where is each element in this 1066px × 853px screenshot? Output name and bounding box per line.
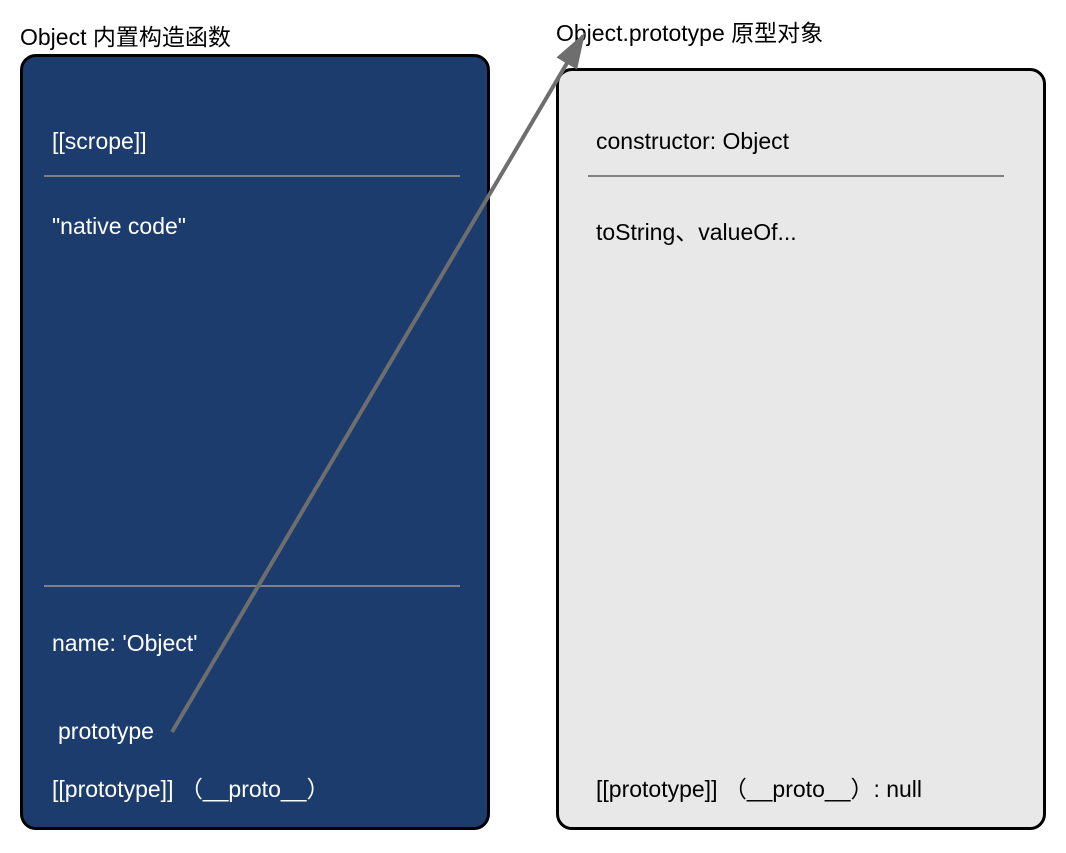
left-box <box>20 54 490 830</box>
left-row-scope: [[scrope]] <box>52 128 147 155</box>
right-divider-1 <box>588 175 1004 177</box>
right-box-title: Object.prototype 原型对象 <box>556 14 823 48</box>
right-row-proto: [[prototype]] （__proto__）: null <box>596 770 922 804</box>
left-divider-2 <box>44 585 460 587</box>
left-box-title: Object 内置构造函数 <box>20 18 231 52</box>
left-row-prototype: prototype <box>58 718 154 745</box>
right-box <box>556 68 1046 830</box>
diagram-container: Object 内置构造函数 Object.prototype 原型对象 [[sc… <box>0 0 1066 853</box>
right-row-constructor: constructor: Object <box>596 128 789 155</box>
left-row-proto: [[prototype]] （__proto__） <box>52 770 329 804</box>
left-row-name: name: 'Object' <box>52 630 198 657</box>
left-divider-1 <box>44 175 460 177</box>
right-row-methods: toString、valueOf... <box>596 213 797 247</box>
left-row-native: "native code" <box>52 213 186 240</box>
